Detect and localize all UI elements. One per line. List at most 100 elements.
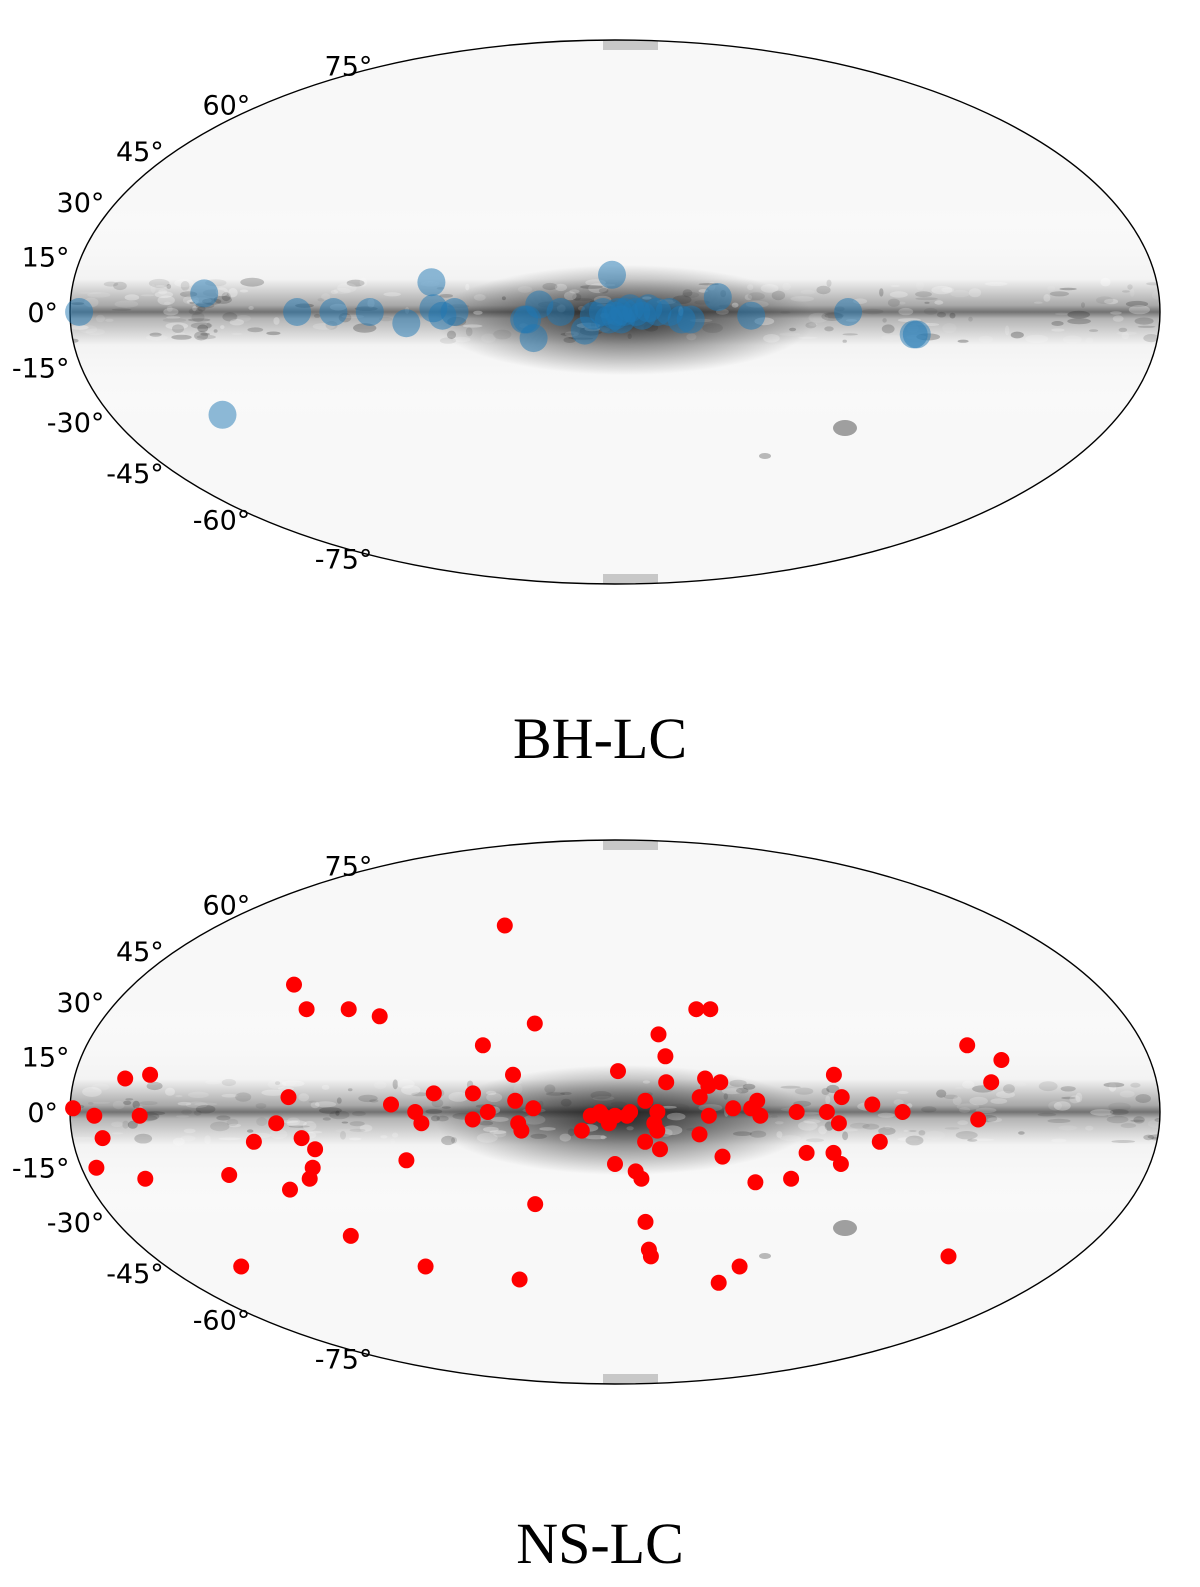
data-point (637, 1092, 654, 1109)
data-point (546, 298, 575, 326)
data-point (703, 283, 732, 312)
data-point (474, 1037, 491, 1054)
data-point (688, 1001, 705, 1018)
data-point (383, 1096, 399, 1113)
data-point (747, 1174, 764, 1191)
data-point (731, 1258, 748, 1275)
data-point (652, 1141, 668, 1158)
data-point (526, 1015, 543, 1032)
lat-tick-label: -30° (47, 408, 105, 439)
data-point (633, 1170, 650, 1187)
data-point (131, 1107, 148, 1124)
data-point (221, 1167, 238, 1183)
lat-tick-label: -15° (12, 1154, 70, 1185)
data-point (137, 1170, 154, 1187)
data-point (307, 1141, 324, 1158)
lat-tick-label: 75° (325, 52, 373, 83)
data-point (832, 1156, 849, 1172)
lat-tick-label: 45° (116, 937, 164, 968)
data-point (479, 1104, 496, 1120)
data-point (208, 400, 237, 429)
ns-lc-panel: 75° 60° 45° 30° 15° 0° -15° -30° -45° -60° -75° (0, 800, 1200, 1587)
data-point (649, 1104, 666, 1120)
data-point (293, 1130, 310, 1147)
data-point (657, 1048, 674, 1065)
data-point (417, 1258, 434, 1275)
lat-tick-label: -45° (106, 1259, 164, 1290)
data-point (282, 1181, 298, 1198)
data-point (818, 1104, 835, 1120)
data-point (700, 1107, 717, 1124)
data-point (507, 1092, 524, 1109)
data-series (65, 260, 931, 429)
lat-tick-label: 75° (325, 852, 373, 883)
data-point (830, 1115, 847, 1132)
data-point (525, 1100, 542, 1117)
lat-tick-label: -45° (106, 459, 164, 490)
data-point (511, 1271, 528, 1288)
data-point (513, 1122, 530, 1139)
data-point (464, 1111, 481, 1128)
data-point (607, 1156, 623, 1172)
data-point (825, 1066, 842, 1083)
data-point (340, 1001, 357, 1018)
lat-tick-label: 60° (202, 91, 250, 122)
data-point (65, 1100, 82, 1117)
lat-tick-label: 30° (57, 988, 105, 1019)
data-point (413, 1115, 430, 1132)
lat-tick-label: 0° (27, 1098, 58, 1129)
data-point (505, 1066, 521, 1083)
data-point (983, 1074, 1000, 1091)
data-point (342, 1227, 359, 1244)
lat-tick-label: -60° (193, 505, 251, 536)
data-point (676, 305, 705, 334)
data-point (573, 1122, 590, 1139)
data-point (650, 1026, 667, 1043)
data-point (94, 1130, 111, 1147)
data-point (940, 1248, 957, 1265)
data-point (725, 1100, 742, 1117)
data-point (642, 1248, 659, 1265)
data-point (749, 1092, 766, 1109)
data-point (607, 1107, 623, 1124)
lat-tick-label: 30° (57, 188, 105, 219)
ns-lc-caption: NS-LC (516, 1511, 684, 1576)
data-point (737, 301, 766, 330)
lat-tick-label: 60° (202, 891, 250, 922)
data-point (88, 1159, 105, 1176)
data-point (691, 1126, 708, 1143)
data-point (496, 917, 513, 934)
data-point (788, 1104, 805, 1120)
lat-tick-label: 15° (22, 1042, 70, 1073)
data-point (319, 298, 348, 326)
data-point (268, 1115, 285, 1132)
data-point (622, 1104, 639, 1120)
lat-tick-label: -60° (193, 1305, 251, 1336)
data-point (691, 1089, 708, 1106)
data-point (894, 1104, 911, 1120)
data-point (280, 1089, 297, 1106)
data-point (970, 1111, 987, 1128)
data-point (525, 290, 554, 319)
lat-tick-label: 0° (27, 298, 58, 329)
data-point (425, 1085, 442, 1102)
lat-tick-label: -30° (47, 1208, 105, 1239)
bh-lc-caption: BH-LC (513, 706, 687, 771)
data-point (833, 1089, 850, 1106)
data-point (610, 1063, 626, 1080)
lat-tick-label: -75° (315, 544, 373, 575)
data-point (527, 1196, 544, 1213)
data-point (864, 1096, 881, 1113)
data-point (871, 1133, 888, 1150)
data-point (233, 1258, 250, 1275)
data-point (902, 320, 931, 349)
lat-tick-label: 45° (116, 137, 164, 168)
data-point (637, 1213, 654, 1230)
lat-tick-label: 15° (22, 242, 70, 273)
data-series (65, 917, 1010, 1291)
data-point (714, 1148, 731, 1165)
data-point (710, 1274, 727, 1291)
ns-lc-skymap: 75° 60° 45° 30° 15° 0° -15° -30°-45° -60° -75° (12, 839, 1161, 1385)
data-point (649, 1122, 666, 1139)
data-point (286, 976, 302, 993)
